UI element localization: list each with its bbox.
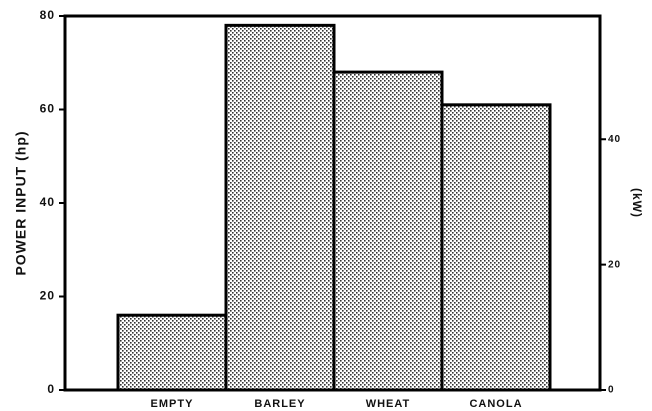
- y-tick-label: 60: [40, 102, 55, 116]
- y-tick-label: 20: [40, 289, 55, 303]
- y2-tick-label: 0: [608, 385, 615, 396]
- x-tick-label: CANOLA: [469, 398, 522, 410]
- y2-tick-label: 40: [608, 134, 621, 145]
- y-tick-label: 80: [40, 8, 55, 22]
- y2-axis-label: (kW): [630, 188, 644, 218]
- y2-tick-label: 20: [608, 259, 621, 270]
- bar: [116, 313, 228, 392]
- bar: [224, 23, 336, 392]
- bar: [332, 70, 444, 392]
- x-tick-label: BARLEY: [254, 398, 305, 410]
- y-axis-label: POWER INPUT (hp): [13, 130, 29, 275]
- bar: [440, 103, 552, 392]
- x-tick-label: EMPTY: [151, 398, 194, 410]
- y-tick-label: 0: [47, 382, 55, 396]
- x-tick-label: WHEAT: [366, 398, 411, 410]
- y-tick-label: 40: [40, 195, 55, 209]
